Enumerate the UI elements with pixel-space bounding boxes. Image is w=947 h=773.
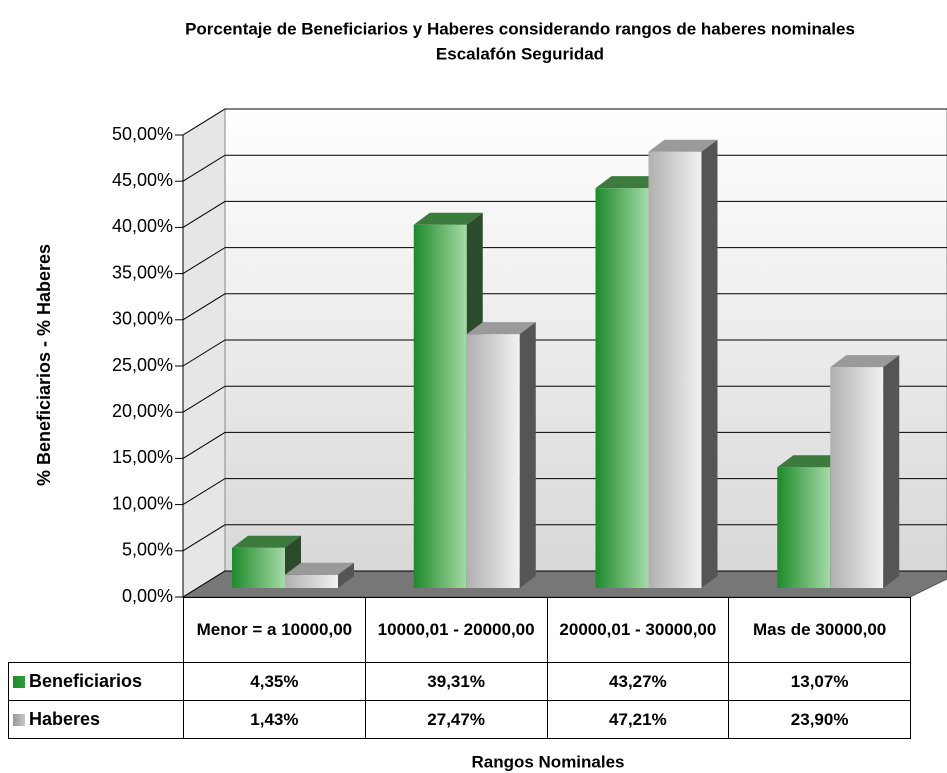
bar-side	[338, 562, 354, 588]
x-tick-label: 10000,01 - 20000,00	[364, 597, 548, 663]
data-label: 23,90%	[728, 700, 911, 739]
bar-front	[830, 367, 884, 588]
bar-front	[648, 151, 702, 588]
table-row: Beneficiarios 4,35% 39,31% 43,27% 13,07%	[8, 662, 911, 701]
bar-top	[285, 562, 354, 575]
bar	[285, 562, 354, 588]
table-header-row: Menor = a 10000,00 10000,01 - 20000,00 200…	[9, 597, 911, 663]
x-axis-title: Rangos Nominales	[471, 752, 624, 771]
x-tick-label: 20000,01 - 30000,00	[546, 597, 730, 663]
bar-top	[232, 535, 301, 548]
data-table: Menor = a 10000,00 10000,01 - 20000,00 200…	[8, 597, 911, 739]
bar	[466, 322, 536, 588]
table-corner	[9, 598, 184, 663]
data-label: 27,47%	[364, 700, 548, 739]
y-axis-title: % Beneficiarios - % Haberes	[34, 244, 54, 486]
bar-top	[466, 322, 536, 335]
bar-top	[830, 355, 900, 368]
legend-key	[13, 714, 25, 726]
data-label: 1,43%	[183, 700, 366, 739]
legend-entry: Beneficiarios	[8, 662, 184, 701]
table-row: Haberes 1,43% 27,47% 47,21% 23,90%	[8, 700, 911, 739]
bar-side	[519, 322, 536, 588]
data-label: 13,07%	[728, 662, 911, 701]
bar-top	[413, 212, 483, 225]
bar	[830, 355, 900, 588]
y-tick-label: 15,00%	[112, 447, 173, 467]
y-tick-label: 35,00%	[112, 262, 173, 282]
bar	[648, 139, 718, 588]
legend-label: Beneficiarios	[29, 671, 143, 691]
y-tick-label: 25,00%	[112, 355, 173, 375]
data-label: 47,21%	[546, 700, 730, 739]
y-tick-label: 10,00%	[112, 493, 173, 513]
chart-subtitle: Escalafón Seguridad	[436, 44, 604, 63]
data-label: 39,31%	[364, 662, 548, 701]
y-tick-label: 50,00%	[112, 124, 173, 144]
bar-front	[466, 334, 520, 588]
grid-line	[182, 108, 947, 136]
y-tick-label: 5,00%	[122, 540, 173, 560]
y-tick-label: 30,00%	[112, 309, 173, 329]
legend-label: Haberes	[29, 709, 101, 729]
bar-top	[648, 139, 718, 152]
bar-front	[777, 467, 831, 588]
bar-top	[595, 176, 665, 189]
data-label: 43,27%	[546, 662, 730, 701]
bar-side	[701, 139, 718, 588]
x-tick-label: Menor = a 10000,00	[183, 597, 366, 663]
bar-top	[777, 455, 847, 468]
y-tick-label: 40,00%	[112, 216, 173, 236]
legend-entry: Haberes	[8, 700, 184, 739]
legend-key	[13, 676, 25, 688]
y-tick-label: 45,00%	[112, 170, 173, 190]
data-label: 4,35%	[183, 662, 366, 701]
bar-front	[595, 188, 649, 589]
y-tick-label: 20,00%	[112, 401, 173, 421]
chart-title: Porcentaje de Beneficiarios y Haberes co…	[185, 19, 855, 38]
bar-front	[413, 224, 467, 588]
bar-front	[285, 574, 338, 588]
x-tick-label: Mas de 30000,00	[728, 597, 911, 663]
bar-front	[232, 547, 285, 588]
bar-side	[883, 355, 900, 588]
y-tick-label: 0,00%	[122, 586, 173, 606]
